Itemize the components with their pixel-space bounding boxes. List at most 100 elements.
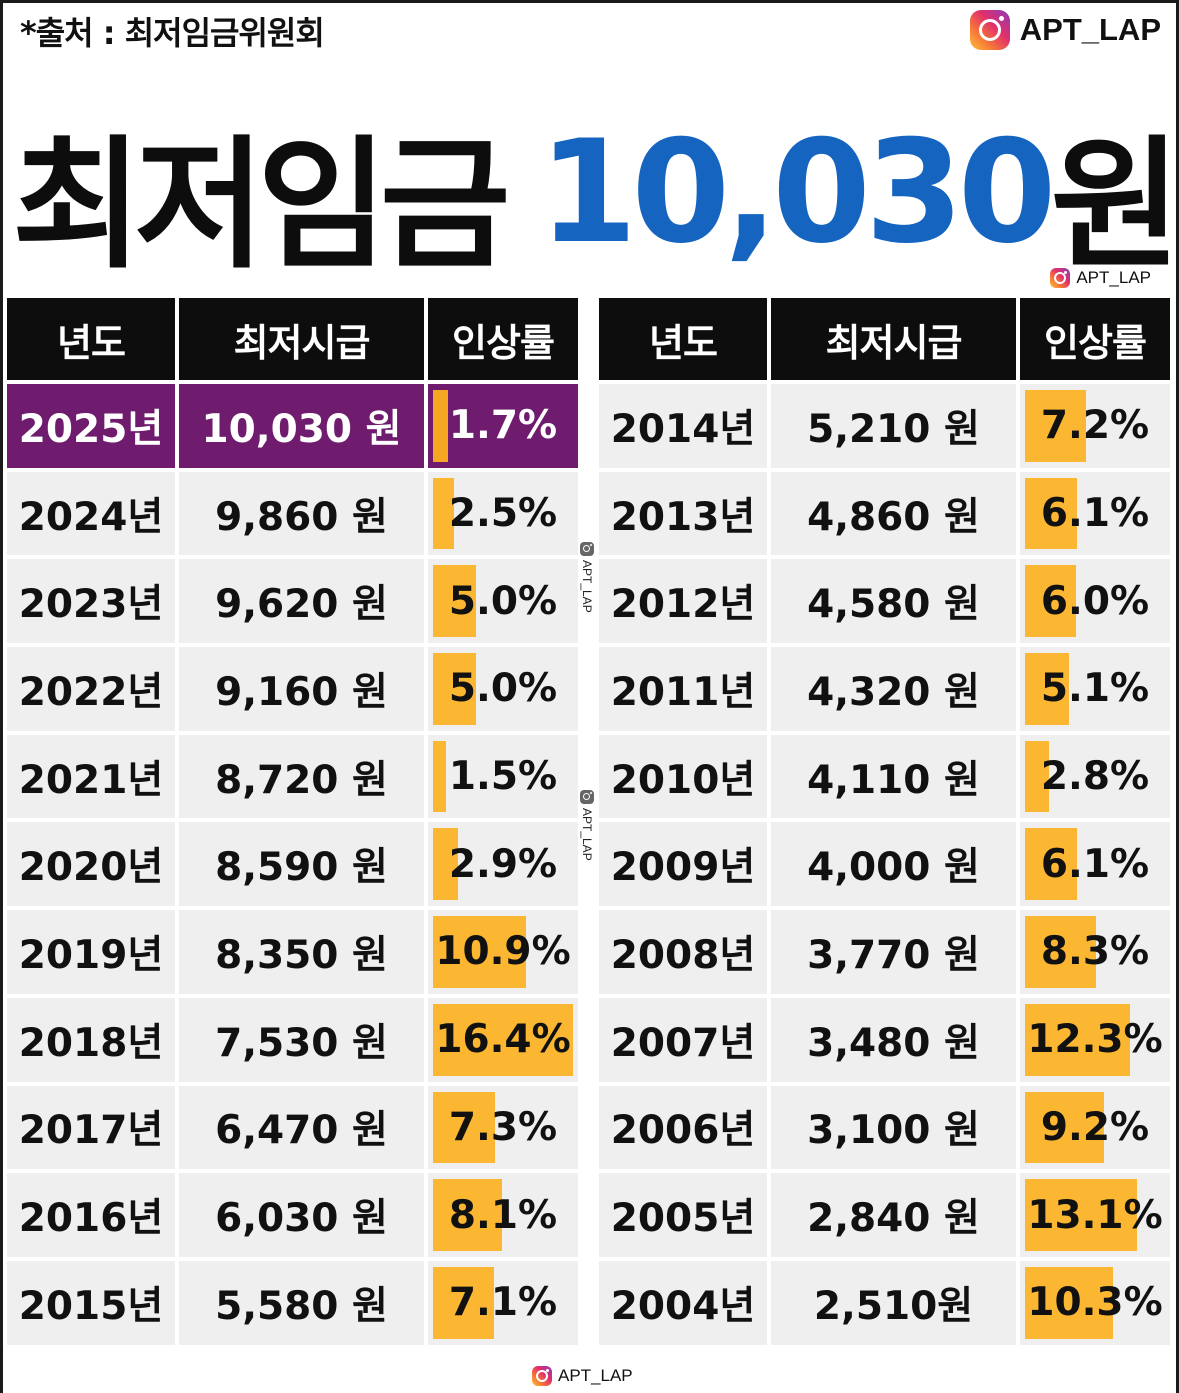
headline: 최저임금 10,030 원 bbox=[12, 109, 1179, 289]
cell-year: 2020년 bbox=[7, 822, 175, 907]
rate-bar bbox=[1025, 1179, 1137, 1251]
table-row: 2015년 5,580 원 7.1% bbox=[7, 1260, 578, 1345]
rate-text: 8.3% bbox=[1040, 929, 1150, 975]
wage-table-left: 년도 최저시급 인상률 2025년 10,030 원 1.7% 2024년 9,860 … bbox=[3, 294, 582, 1349]
brand-top[interactable]: APT_LAP bbox=[969, 10, 1161, 50]
rate-text: 16.4% bbox=[435, 1017, 571, 1063]
cell-rate: 6.1% bbox=[1020, 822, 1170, 907]
cell-wage: 2,510원 bbox=[771, 1260, 1016, 1345]
cell-year: 2019년 bbox=[7, 910, 175, 994]
rate-text: 7.1% bbox=[448, 1280, 558, 1326]
rate-bar bbox=[1025, 477, 1078, 550]
rate-bar bbox=[1025, 1091, 1104, 1164]
cell-wage: 4,580 원 bbox=[771, 559, 1016, 644]
cell-year: 2025년 bbox=[7, 384, 175, 468]
cell-year: 2021년 bbox=[7, 734, 175, 819]
rate-text: 13.1% bbox=[1027, 1192, 1163, 1238]
cell-year: 2015년 bbox=[7, 1260, 175, 1345]
header-year: 년도 bbox=[7, 298, 175, 380]
rate-bar bbox=[1025, 740, 1049, 813]
cell-rate: 5.0% bbox=[428, 647, 578, 731]
header-wage: 최저시급 bbox=[771, 298, 1016, 380]
cell-rate: 7.3% bbox=[428, 1085, 578, 1170]
brand-watermark-vertical: APT_LAP bbox=[580, 542, 594, 613]
cell-rate: 2.9% bbox=[428, 822, 578, 907]
brand-watermark-bottom: APT_LAP bbox=[532, 1366, 633, 1386]
rate-bar bbox=[1025, 390, 1087, 462]
cell-rate: 10.9% bbox=[428, 910, 578, 994]
rate-text: 2.8% bbox=[1040, 754, 1150, 800]
rate-text: 12.3% bbox=[1027, 1017, 1163, 1063]
header-rate: 인상률 bbox=[1020, 298, 1170, 380]
cell-wage: 4,000 원 bbox=[771, 822, 1016, 907]
cell-year: 2024년 bbox=[7, 471, 175, 556]
rate-bar bbox=[1025, 828, 1078, 901]
rate-bar bbox=[433, 1003, 573, 1076]
cell-wage: 6,030 원 bbox=[179, 1173, 424, 1257]
rate-bar bbox=[1025, 916, 1096, 988]
table-row: 2016년 6,030 원 8.1% bbox=[7, 1173, 578, 1257]
cell-wage: 3,100 원 bbox=[771, 1085, 1016, 1170]
brand-watermark-vertical: APT_LAP bbox=[580, 790, 594, 861]
rate-text: 2.9% bbox=[448, 841, 558, 887]
table-row: 2008년 3,770 원 8.3% bbox=[599, 910, 1170, 994]
cell-wage: 3,480 원 bbox=[771, 997, 1016, 1082]
table-row: 2025년 10,030 원 1.7% bbox=[7, 384, 578, 468]
table-row: 2004년 2,510원 10.3% bbox=[599, 1260, 1170, 1345]
table-row: 2024년 9,860 원 2.5% bbox=[7, 471, 578, 556]
cell-wage: 8,590 원 bbox=[179, 822, 424, 907]
headline-amount: 10,030 bbox=[538, 109, 1057, 275]
cell-wage: 8,350 원 bbox=[179, 910, 424, 994]
rate-text: 6.1% bbox=[1040, 491, 1150, 537]
instagram-icon bbox=[1050, 268, 1071, 288]
rate-text: 7.3% bbox=[448, 1104, 558, 1150]
rate-text: 1.7% bbox=[448, 403, 558, 449]
rate-text: 9.2% bbox=[1040, 1104, 1150, 1150]
rate-bar bbox=[433, 740, 446, 813]
rate-text: 7.2% bbox=[1040, 403, 1150, 449]
cell-rate: 12.3% bbox=[1020, 997, 1170, 1082]
table-row: 2013년 4,860 원 6.1% bbox=[599, 471, 1170, 556]
cell-rate: 16.4% bbox=[428, 997, 578, 1082]
cell-rate: 5.0% bbox=[428, 559, 578, 644]
rate-text: 6.1% bbox=[1040, 841, 1150, 887]
cell-year: 2011년 bbox=[599, 647, 767, 731]
cell-wage: 10,030 원 bbox=[179, 384, 424, 468]
cell-rate: 6.0% bbox=[1020, 559, 1170, 644]
cell-rate: 1.7% bbox=[428, 384, 578, 468]
table-row: 2017년 6,470 원 7.3% bbox=[7, 1085, 578, 1170]
cell-wage: 5,580 원 bbox=[179, 1260, 424, 1345]
cell-year: 2018년 bbox=[7, 997, 175, 1082]
cell-rate: 6.1% bbox=[1020, 471, 1170, 556]
rate-text: 2.5% bbox=[448, 491, 558, 537]
rate-bar bbox=[433, 477, 455, 550]
cell-year: 2004년 bbox=[599, 1260, 767, 1345]
cell-rate: 2.5% bbox=[428, 471, 578, 556]
cell-year: 2007년 bbox=[599, 997, 767, 1082]
table-header-row: 년도 최저시급 인상률 bbox=[7, 298, 578, 380]
cell-wage: 4,320 원 bbox=[771, 647, 1016, 731]
table-row: 2018년 7,530 원 16.4% bbox=[7, 997, 578, 1082]
rate-text: 6.0% bbox=[1040, 578, 1150, 624]
rate-bar bbox=[433, 828, 458, 901]
cell-year: 2013년 bbox=[599, 471, 767, 556]
cell-rate: 7.2% bbox=[1020, 384, 1170, 468]
table-row: 2020년 8,590 원 2.9% bbox=[7, 822, 578, 907]
rate-bar bbox=[433, 916, 527, 988]
cell-wage: 4,110 원 bbox=[771, 734, 1016, 819]
wage-table-right: 년도 최저시급 인상률 2014년 5,210 원 7.2% 2013년 4,860 원… bbox=[595, 294, 1174, 1349]
table-row: 2010년 4,110 원 2.8% bbox=[599, 734, 1170, 819]
header-wage: 최저시급 bbox=[179, 298, 424, 380]
cell-rate: 8.3% bbox=[1020, 910, 1170, 994]
cell-year: 2022년 bbox=[7, 647, 175, 731]
cell-wage: 9,860 원 bbox=[179, 471, 424, 556]
rate-bar bbox=[1025, 565, 1077, 638]
headline-title: 최저임금 bbox=[12, 123, 511, 288]
table-row: 2009년 4,000 원 6.1% bbox=[599, 822, 1170, 907]
headline-unit: 원 bbox=[1050, 123, 1179, 288]
cell-year: 2006년 bbox=[599, 1085, 767, 1170]
rate-text: 5.1% bbox=[1040, 666, 1150, 712]
instagram-icon bbox=[532, 1366, 552, 1386]
cell-rate: 2.8% bbox=[1020, 734, 1170, 819]
cell-year: 2014년 bbox=[599, 384, 767, 468]
